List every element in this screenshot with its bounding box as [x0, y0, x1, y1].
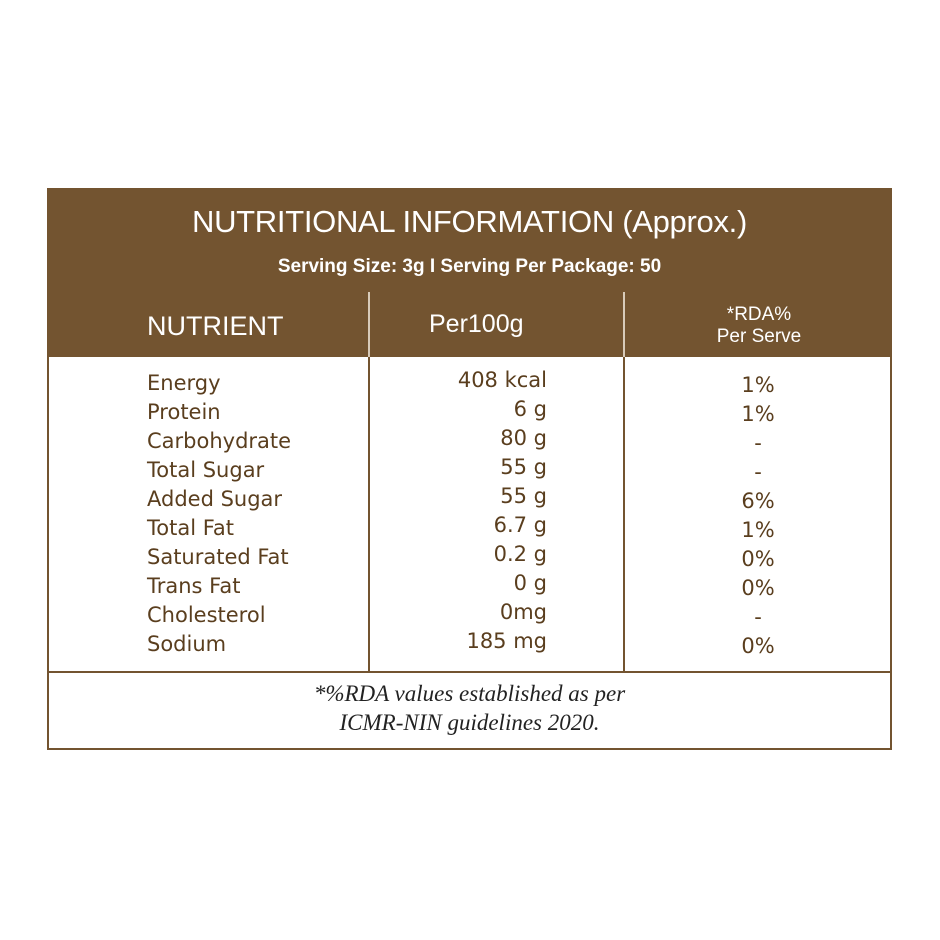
column-divider	[623, 357, 625, 671]
rda-value: 1%	[741, 518, 775, 542]
column-header-rda: *RDA% Per Serve	[624, 304, 894, 348]
column-header-per100g: Per100g	[429, 310, 524, 338]
footnote-line2: ICMR-NIN guidelines 2020.	[339, 710, 600, 735]
serving-info: Serving Size: 3g I Serving Per Package: …	[277, 256, 662, 277]
rda-value: 0%	[741, 547, 775, 571]
column-divider	[368, 292, 370, 357]
per100g-value: 55 g	[500, 455, 547, 479]
table-row: Added Sugar 55 g 6%	[49, 484, 890, 516]
rda-header-line1: *RDA%	[726, 304, 792, 325]
footnote-line1: *%RDA values established as per	[313, 681, 626, 706]
nutrient-name: Trans Fat	[147, 574, 241, 598]
table-row: Carbohydrate 80 g -	[49, 426, 890, 458]
per100g-value: 0.2 g	[493, 542, 547, 566]
nutrient-name: Protein	[147, 400, 221, 424]
table-row: Saturated Fat 0.2 g 0%	[49, 542, 890, 574]
per100g-value: 6 g	[513, 397, 547, 421]
per100g-value: 408 kcal	[457, 368, 547, 392]
rda-value: 6%	[741, 489, 775, 513]
rda-value: -	[754, 460, 762, 484]
rda-value: 0%	[741, 634, 775, 658]
per100g-value: 185 mg	[466, 629, 547, 653]
per100g-value: 55 g	[500, 484, 547, 508]
rda-value: -	[754, 431, 762, 455]
nutrient-name: Sodium	[147, 632, 227, 656]
table-row: Total Sugar 55 g -	[49, 455, 890, 487]
nutrient-name: Added Sugar	[147, 487, 283, 511]
rda-header-line2: Per Serve	[716, 326, 802, 347]
nutrient-rows: Energy 408 kcal 1% Protein 6 g 1% Carboh…	[49, 368, 890, 661]
table-row: Total Fat 6.7 g 1%	[49, 513, 890, 545]
nutrition-header: NUTRITIONAL INFORMATION (Approx.) Servin…	[49, 190, 890, 357]
per100g-value: 0 g	[513, 571, 547, 595]
per100g-value: 0mg	[499, 600, 547, 624]
per100g-value: 80 g	[500, 426, 547, 450]
rda-value: -	[754, 605, 762, 629]
footnote: *%RDA values established as per ICMR-NIN…	[49, 679, 890, 737]
rda-value: 1%	[741, 402, 775, 426]
table-row: Trans Fat 0 g 0%	[49, 571, 890, 603]
nutrient-name: Energy	[147, 371, 221, 395]
rda-value: 1%	[741, 373, 775, 397]
nutrient-name: Total Sugar	[147, 458, 265, 482]
table-row: Energy 408 kcal 1%	[49, 368, 890, 400]
per100g-value: 6.7 g	[493, 513, 547, 537]
table-row: Cholesterol 0mg -	[49, 600, 890, 632]
rda-value: 0%	[741, 576, 775, 600]
table-row: Protein 6 g 1%	[49, 397, 890, 429]
nutrient-name: Saturated Fat	[147, 545, 289, 569]
nutrition-panel: NUTRITIONAL INFORMATION (Approx.) Servin…	[47, 188, 892, 750]
column-divider	[368, 357, 370, 671]
nutrient-name: Carbohydrate	[147, 429, 292, 453]
nutrition-title: NUTRITIONAL INFORMATION (Approx.)	[191, 204, 748, 239]
column-header-nutrient: NUTRIENT	[147, 311, 284, 341]
table-row: Sodium 185 mg 0%	[49, 629, 890, 661]
nutrient-name: Cholesterol	[147, 603, 266, 627]
footnote-divider	[49, 671, 890, 673]
nutrient-name: Total Fat	[147, 516, 234, 540]
column-divider	[623, 292, 625, 357]
